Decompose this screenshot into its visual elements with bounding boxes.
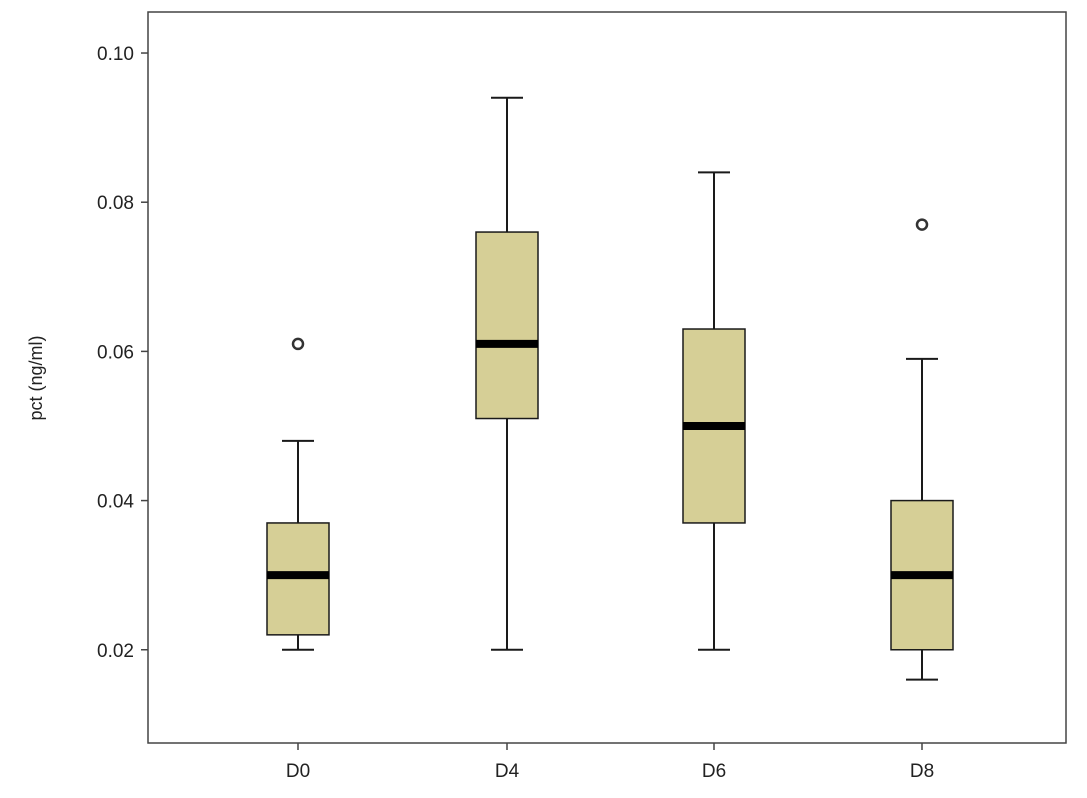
- box-series: [266, 96, 954, 681]
- y-tick-label: 0.08: [97, 193, 134, 214]
- y-tick-label: 0.06: [97, 342, 134, 363]
- plot-frame: [147, 11, 1067, 744]
- iqr-box: [475, 231, 539, 420]
- x-tick-label: D4: [495, 761, 520, 782]
- x-tick-label: D8: [910, 761, 934, 782]
- box-d4: [475, 96, 539, 651]
- outlier-point: [291, 337, 305, 351]
- y-tick-label: 0.04: [97, 492, 134, 513]
- box-d6: [682, 171, 746, 651]
- box-d8: [890, 218, 954, 681]
- x-tick-label: D0: [286, 761, 310, 782]
- box-d0: [266, 337, 330, 651]
- outlier-point: [915, 218, 929, 231]
- y-axis: 0.02 0.04 0.06 0.08 0.10: [97, 44, 148, 662]
- x-tick-label: D6: [702, 761, 726, 782]
- y-tick-label: 0.10: [97, 44, 134, 65]
- x-axis: D0 D4 D6 D8: [286, 743, 934, 782]
- y-axis-title: pct (ng/ml): [26, 335, 46, 420]
- y-tick-label: 0.02: [97, 641, 134, 662]
